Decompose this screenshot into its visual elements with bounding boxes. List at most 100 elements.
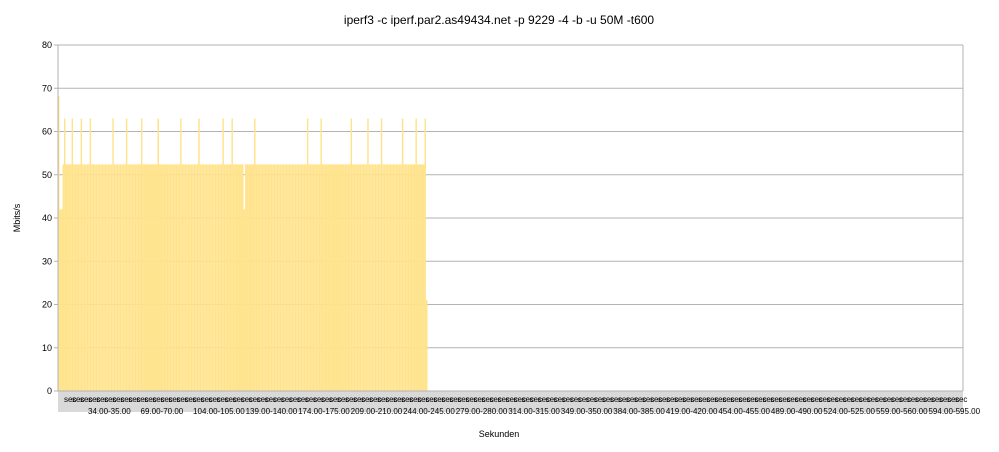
x-tick-unit: sec bbox=[666, 395, 678, 404]
bar bbox=[217, 164, 220, 391]
bar bbox=[291, 164, 294, 391]
bar bbox=[340, 164, 342, 391]
x-tick-unit: sec bbox=[843, 395, 855, 404]
x-tick-unit: sec bbox=[337, 395, 349, 404]
bar bbox=[386, 164, 389, 391]
x-tick-unit: sec bbox=[273, 395, 285, 404]
bar bbox=[100, 164, 102, 391]
bar bbox=[213, 164, 215, 391]
bar bbox=[418, 164, 420, 391]
x-tick-unit: sec bbox=[176, 395, 188, 404]
bar bbox=[368, 164, 371, 391]
bar bbox=[279, 164, 282, 391]
x-tick-unit: sec bbox=[393, 395, 405, 404]
bar bbox=[140, 118, 143, 391]
x-tick-unit: sec bbox=[786, 395, 798, 404]
bar bbox=[109, 164, 111, 391]
x-tick-unit: sec bbox=[522, 395, 534, 404]
x-tick-unit: sec bbox=[546, 395, 558, 404]
bar bbox=[204, 164, 206, 391]
x-tick-unit: sec bbox=[714, 395, 726, 404]
x-tick-unit: sec bbox=[465, 395, 477, 404]
x-tick-unit: sec bbox=[674, 395, 686, 404]
bar bbox=[337, 164, 339, 391]
x-tick-unit: sec bbox=[883, 395, 895, 404]
bar bbox=[311, 164, 313, 391]
bar bbox=[397, 164, 399, 391]
bar bbox=[270, 164, 273, 391]
x-tick-label: 594.00-595.00 bbox=[928, 407, 980, 416]
bar bbox=[175, 164, 178, 391]
x-tick-unit: sec bbox=[305, 395, 317, 404]
x-tick-unit: sec bbox=[730, 395, 742, 404]
bar bbox=[383, 164, 386, 391]
bar bbox=[324, 164, 327, 391]
bar bbox=[216, 164, 218, 391]
bar bbox=[112, 118, 114, 391]
bar bbox=[364, 164, 366, 391]
bar bbox=[426, 300, 428, 391]
bar bbox=[115, 164, 117, 391]
bar bbox=[142, 164, 144, 391]
x-tick-unit: sec bbox=[473, 395, 485, 404]
x-tick-unit: sec bbox=[722, 395, 734, 404]
bar bbox=[239, 164, 241, 391]
bar bbox=[421, 164, 423, 391]
bar bbox=[373, 164, 375, 391]
bar bbox=[77, 164, 80, 391]
x-tick-label: 279.00-280.00 bbox=[456, 407, 508, 416]
bar bbox=[252, 164, 255, 391]
bar bbox=[145, 164, 147, 391]
x-tick-unit: sec bbox=[770, 395, 782, 404]
bar bbox=[178, 164, 181, 391]
bar bbox=[258, 164, 261, 391]
bar bbox=[181, 164, 184, 391]
bar bbox=[134, 164, 137, 391]
bar bbox=[131, 164, 134, 391]
bar bbox=[358, 164, 360, 391]
bar bbox=[130, 164, 132, 391]
bar bbox=[163, 164, 166, 391]
x-tick-unit: sec bbox=[88, 395, 100, 404]
bar bbox=[82, 164, 84, 391]
bar bbox=[327, 164, 330, 391]
bar bbox=[269, 164, 271, 391]
x-tick-unit: sec bbox=[931, 395, 943, 404]
bar bbox=[211, 164, 214, 391]
x-tick-unit: sec bbox=[827, 395, 839, 404]
bar bbox=[235, 164, 238, 391]
bar bbox=[377, 164, 380, 391]
bar bbox=[331, 164, 333, 391]
y-tick-label: 30 bbox=[42, 256, 52, 266]
x-tick-unit: sec bbox=[401, 395, 413, 404]
bar bbox=[89, 118, 92, 391]
bar bbox=[208, 164, 211, 391]
bar bbox=[255, 164, 258, 391]
bar bbox=[168, 164, 170, 391]
bar bbox=[172, 164, 175, 391]
bar bbox=[187, 164, 190, 391]
x-tick-unit: sec bbox=[72, 395, 84, 404]
bar bbox=[223, 164, 226, 391]
bar bbox=[171, 164, 173, 391]
x-tick-unit: sec bbox=[64, 395, 76, 404]
x-tick-unit: sec bbox=[225, 395, 237, 404]
bar bbox=[407, 164, 410, 391]
bar bbox=[58, 96, 60, 391]
bar bbox=[338, 164, 340, 391]
bar bbox=[205, 164, 208, 391]
bar bbox=[186, 164, 188, 391]
bar bbox=[352, 164, 354, 391]
bar bbox=[361, 164, 363, 391]
bar bbox=[395, 164, 398, 391]
bar bbox=[347, 164, 350, 391]
x-tick-unit: sec bbox=[321, 395, 333, 404]
bar bbox=[335, 164, 337, 391]
bar bbox=[394, 164, 396, 391]
bar bbox=[177, 164, 179, 391]
bar bbox=[101, 164, 104, 391]
bar bbox=[284, 164, 286, 391]
x-tick-unit: sec bbox=[634, 395, 646, 404]
x-tick-unit: sec bbox=[144, 395, 156, 404]
bar bbox=[125, 118, 128, 391]
